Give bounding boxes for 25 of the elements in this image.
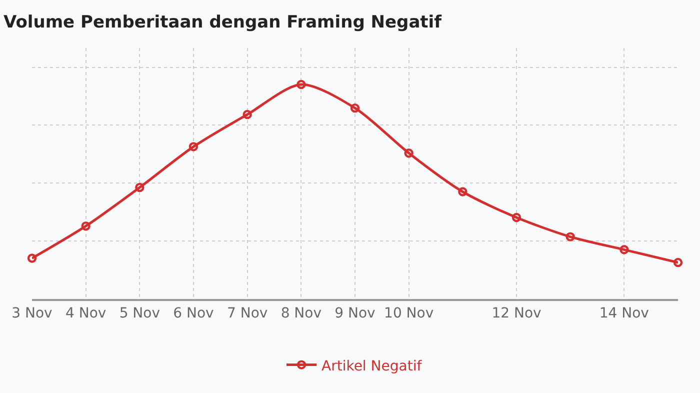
point [188,142,198,152]
point [458,187,468,196]
x-tick-label: 6 Nov [173,306,214,322]
point [296,80,306,90]
point [512,212,522,222]
x-tick-label: 7 Nov [226,306,268,322]
x-tick-label: 9 Nov [334,306,376,322]
point [242,110,252,120]
point [27,254,37,263]
x-tick-label: 3 Nov [12,306,52,322]
point [404,148,414,158]
point [566,232,575,242]
x-tick-label: 12 Nov [492,306,542,322]
point [350,103,360,113]
point [81,221,90,231]
point [135,182,144,192]
legend-label: Artikel Negatif [322,358,423,374]
point [620,245,629,254]
x-tick-label: 10 Nov [384,306,434,322]
x-tick-label: 8 Nov [280,306,322,322]
x-tick-label: 14 Nov [599,306,649,322]
point [673,258,683,268]
x-tick-label: 4 Nov [65,306,106,322]
x-tick-label: 5 Nov [119,306,160,322]
chart-title: Volume Pemberitaan dengan Framing Negatif [4,12,442,33]
